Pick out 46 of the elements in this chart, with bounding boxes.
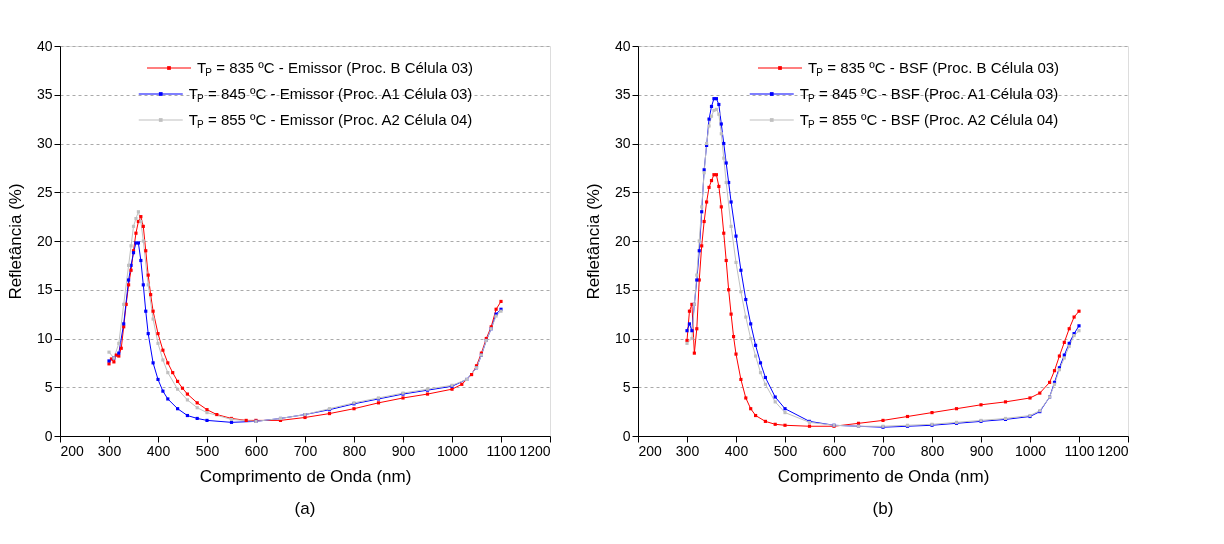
x-tick-label: 900 — [969, 442, 994, 459]
x-tick-label: 1100 — [486, 442, 517, 459]
x-tick-label: 700 — [293, 442, 318, 459]
y-tick-label: 35 — [614, 86, 631, 103]
x-tick-label: 1100 — [1064, 442, 1095, 459]
x-tick-label: 300 — [97, 442, 122, 459]
y-tick-label: 35 — [36, 86, 53, 103]
y-tick-label: 15 — [614, 281, 631, 298]
x-tick-label: 1000 — [436, 442, 469, 459]
text: (b) — [872, 499, 894, 518]
y-tick-label: 0 — [44, 427, 53, 444]
x-tick-label: 1200 — [519, 442, 551, 459]
x-tick-label: 500 — [195, 442, 220, 459]
x-tick-label: 900 — [391, 442, 416, 459]
y-tick-label: 25 — [614, 183, 631, 200]
y-tick-label: 30 — [36, 135, 53, 151]
x-tick-label: 700 — [871, 442, 896, 459]
y-tick-label: 30 — [614, 135, 631, 151]
x-axis-title: Comprimento de Onda (nm) — [199, 466, 412, 486]
y-tick-label: 20 — [36, 232, 53, 249]
y-tick-label: 25 — [36, 183, 53, 200]
x-tick-label: 1000 — [1014, 442, 1047, 459]
y-tick-label: 0 — [622, 427, 631, 444]
y-tick-label: 20 — [614, 232, 631, 249]
x-tick-label: 600 — [822, 442, 847, 459]
x-tick-label: 1200 — [1097, 442, 1129, 459]
text: (a) — [294, 499, 316, 518]
y-tick-label: 10 — [614, 330, 631, 346]
y-tick-label: 10 — [36, 330, 53, 346]
y-tick-label: 40 — [614, 37, 631, 54]
x-tick-label: 200 — [60, 442, 85, 459]
y-tick-label: 40 — [36, 37, 53, 54]
x-tick-label: 400 — [146, 442, 171, 459]
x-axis-title: Comprimento de Onda (nm) — [777, 466, 990, 486]
y-tick-label: 15 — [36, 281, 53, 298]
y-axis-title: Refletância (%) — [5, 183, 25, 300]
y-axis-title: Refletância (%) — [583, 183, 603, 300]
x-tick-label: 800 — [920, 442, 945, 459]
x-tick-label: 500 — [773, 442, 798, 459]
x-tick-label: 400 — [724, 442, 749, 459]
y-tick-label: 5 — [44, 378, 53, 395]
x-tick-label: 600 — [244, 442, 269, 459]
x-tick-label: 300 — [675, 442, 700, 459]
x-tick-label: 200 — [638, 442, 663, 459]
y-tick-label: 5 — [622, 378, 631, 395]
x-tick-label: 800 — [342, 442, 367, 459]
